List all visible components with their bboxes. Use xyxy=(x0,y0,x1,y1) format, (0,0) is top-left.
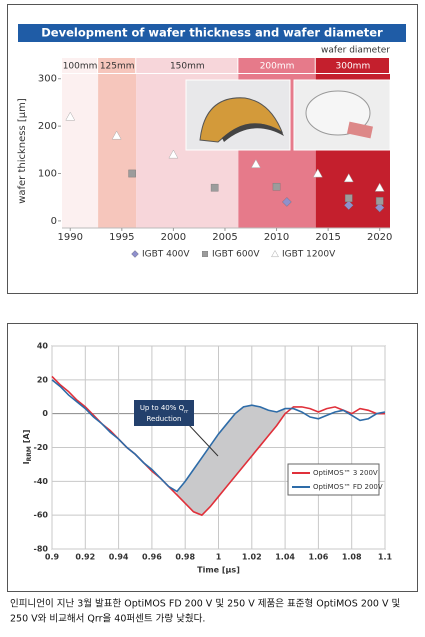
x-tick-label: 2005 xyxy=(212,232,237,243)
marker-diamond xyxy=(343,200,354,211)
legend-label: OptiMOS™ FD 200V xyxy=(313,483,383,491)
x-tick-label: 1.08 xyxy=(342,553,362,562)
x-tick-label: 1.04 xyxy=(275,553,295,562)
y-tick-label: 100 xyxy=(38,169,57,180)
y-tick-label: -80 xyxy=(34,545,49,554)
x-axis-label: Time [µs] xyxy=(197,566,240,575)
marker-triangle xyxy=(343,173,354,183)
band-header xyxy=(238,58,315,73)
legend-box xyxy=(287,463,380,496)
legend-marker xyxy=(131,250,139,258)
band-header xyxy=(315,58,389,73)
chart2: -80 -60 -40 -20 0 20 40 0.9 0.92 0.94 0.96 0.98 1 1.0… xyxy=(22,342,393,575)
y-tick-label: 20 xyxy=(37,375,49,384)
legend-label: IGBT 1200V xyxy=(282,250,336,260)
caption-line: 인피니언이 지난 3월 발표한 OptiMOS FD 200 V 및 250 V… xyxy=(10,598,401,610)
marker-diamond xyxy=(282,197,292,207)
y-tick-label: -40 xyxy=(34,477,49,486)
band-label: 125mm xyxy=(100,62,135,72)
y-axis-label-part: RRM xyxy=(26,446,33,461)
band-title: wafer diameter xyxy=(321,46,390,56)
y-axis-label-part: [A] xyxy=(22,430,31,444)
legend-label: IGBT 400V xyxy=(142,250,190,260)
chart-title: Development of wafer thickness and wafer… xyxy=(41,26,383,40)
legend-marker xyxy=(271,249,279,258)
band xyxy=(62,74,99,228)
y-tick-label: -20 xyxy=(34,443,49,452)
title-bar xyxy=(18,24,406,42)
marker-triangle xyxy=(374,182,385,192)
marker-triangle xyxy=(168,149,179,159)
band-header xyxy=(136,58,238,73)
annotation: Up to 40% Qrr xyxy=(140,404,189,415)
x-tick-label: 0.94 xyxy=(109,553,129,562)
x-tick-label: 1.06 xyxy=(309,553,329,562)
x-tick-label: 1995 xyxy=(109,232,134,243)
x-tick-label: 2010 xyxy=(264,232,289,243)
wafer-edge xyxy=(222,123,284,142)
legend-label: IGBT 600V xyxy=(212,250,260,260)
marker-square xyxy=(272,182,281,191)
chart1: 100mm 125mm 150mm 200mm 300mm 0 100 200 300 1990… xyxy=(17,58,392,260)
annotation-part: Up to 40% Q xyxy=(140,404,185,412)
marker-diamond xyxy=(374,202,385,213)
x-tick-label: 0.9 xyxy=(45,553,60,562)
legend-label: OptiMOS™ 3 200V xyxy=(313,469,378,477)
legend-marker xyxy=(201,250,208,257)
x-tick-label: 2020 xyxy=(367,232,392,243)
y-axis-label: IRRM [A] xyxy=(22,430,34,465)
band-header xyxy=(62,58,98,73)
marker-square xyxy=(344,194,353,202)
banknote xyxy=(347,121,373,139)
series-line xyxy=(51,379,386,493)
x-tick-label: 0.98 xyxy=(175,553,195,562)
marker-square xyxy=(210,183,219,192)
caption-line: 250 V와 비교해서 Qrr을 40퍼센트 가량 낮췄다. xyxy=(10,613,205,625)
marker-square xyxy=(375,197,384,205)
y-tick-label: 300 xyxy=(38,74,57,85)
y-tick-label: 200 xyxy=(38,121,57,132)
annotation-part: rr xyxy=(184,409,189,415)
x-tick-label: 0.92 xyxy=(75,553,95,562)
reduction-area xyxy=(176,405,286,516)
band-label: 300mm xyxy=(336,62,371,72)
y-axis-label: wafer thickness [µm] xyxy=(17,98,28,204)
annotation-leader xyxy=(187,423,219,457)
x-tick-label: 0.96 xyxy=(142,553,162,562)
annotation: Reduction xyxy=(147,415,182,423)
band-label: 200mm xyxy=(260,62,295,72)
marker-triangle xyxy=(250,159,261,168)
band-label: 150mm xyxy=(170,62,205,72)
x-tick-label: 1990 xyxy=(58,232,83,243)
marker-square xyxy=(128,169,136,178)
band xyxy=(98,74,137,228)
y-tick-label: 0 xyxy=(42,409,48,418)
band-label: 100mm xyxy=(63,62,98,72)
x-tick-label: 2000 xyxy=(161,232,186,243)
annotation-box xyxy=(134,400,194,426)
marker-triangle xyxy=(111,130,122,140)
y-tick-label: 0 xyxy=(51,216,57,227)
marker-triangle xyxy=(65,111,76,121)
y-tick-label: 40 xyxy=(37,342,49,351)
marker-triangle xyxy=(312,168,323,178)
x-tick-label: 2015 xyxy=(315,232,340,243)
x-tick-label: 1.1 xyxy=(378,553,393,562)
band-header xyxy=(98,58,136,73)
y-axis-label-part: I xyxy=(22,461,31,464)
y-tick-label: -60 xyxy=(34,511,49,520)
photos xyxy=(185,79,391,151)
x-tick-label: 1 xyxy=(216,553,222,562)
x-tick-label: 1.02 xyxy=(242,553,262,562)
